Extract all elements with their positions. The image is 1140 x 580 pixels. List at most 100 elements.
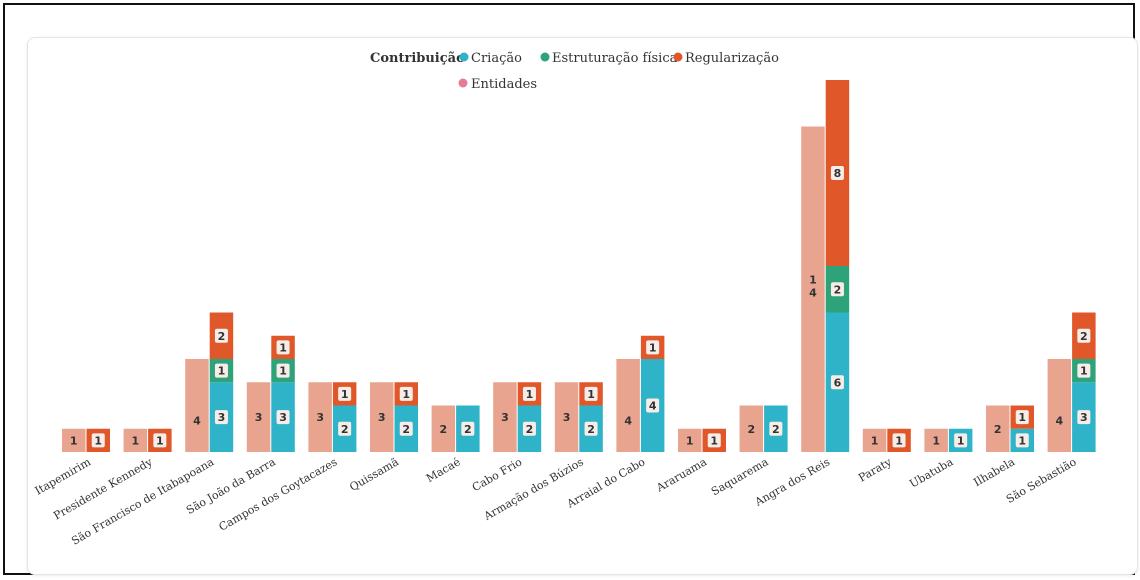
legend-label: Regularização (685, 51, 779, 66)
bar-criacao-label-box (1015, 433, 1029, 448)
category-label: Macaé (424, 455, 463, 485)
bar-criacao-label: 3 (1080, 411, 1088, 424)
bar-regularizacao-label-box (830, 166, 844, 180)
bar-criacao-label-box (769, 421, 783, 436)
bar-criacao-label-box (276, 410, 290, 425)
bar-entidades-label: 4 (193, 415, 201, 428)
bar-entidades (308, 382, 332, 452)
bar-estruturacao-label-box (1077, 363, 1091, 378)
bar-entidades (62, 428, 86, 452)
bar-regularizacao-label: 1 (526, 388, 534, 401)
bar-criacao-label: 3 (218, 411, 226, 424)
category-label: Campos dos Goytacazes (217, 455, 340, 534)
bar-entidades-label: 3 (378, 411, 386, 424)
bar-regularizacao-label: 1 (587, 388, 595, 401)
bar-entidades (370, 382, 394, 452)
bar-criacao-label-box (399, 421, 413, 436)
bar-entidades-label: 4 (1056, 415, 1064, 428)
bar-entidades (431, 405, 456, 452)
bar-entidades (739, 405, 764, 452)
bar-criacao-label: 1 (957, 434, 965, 447)
bar-criacao-label: 2 (341, 423, 349, 436)
bar-entidades (1047, 359, 1072, 452)
bar-regularizacao-label-box (214, 328, 228, 343)
bar-entidades (678, 428, 702, 452)
bar-entidades (924, 428, 948, 452)
bar-estruturacao-label: 1 (279, 365, 287, 378)
chart-card (27, 37, 1138, 575)
bar-entidades-label: 1 (132, 434, 140, 447)
legend-label: Estruturação física (552, 51, 678, 66)
bar-entidades-label: 4 (624, 415, 632, 428)
bar-criacao-label-box (646, 398, 660, 413)
bar-regularizacao-label: 1 (279, 341, 287, 354)
legend-label: Entidades (471, 77, 537, 92)
bar-criacao-label: 1 (1018, 434, 1026, 447)
bar-entidades-label: 3 (316, 411, 324, 424)
category-label: Presidente Kennedy (51, 455, 155, 523)
bar-entidades-label: 1 (686, 434, 694, 447)
bar-entidades-label: 2 (748, 423, 756, 436)
bar-criacao-label-box (1077, 410, 1091, 425)
bar-entidades (246, 382, 271, 452)
bar-criacao-label: 2 (526, 423, 534, 436)
bar-entidades (616, 359, 640, 452)
bar-regularizacao-label: 1 (710, 434, 718, 447)
bar-criacao-label: 6 (834, 376, 842, 389)
bar-entidades-label: 2 (994, 423, 1002, 436)
bar-entidades-label: 3 (255, 411, 263, 424)
bar-regularizacao-label-box (1077, 328, 1091, 343)
bar-criacao-label-box (584, 421, 598, 436)
bar-regularizacao-label-box (1015, 410, 1029, 425)
bar-entidades-label: 2 (440, 423, 448, 436)
bar-regularizacao-label-box (646, 340, 660, 355)
legend-label: Criação (471, 51, 522, 66)
legend-marker (459, 52, 469, 62)
category-label: Cabo Frio (470, 455, 525, 494)
bar-criacao-label: 4 (649, 400, 657, 413)
bar-criacao-label-box (830, 375, 844, 390)
bar-regularizacao-label-box (153, 433, 167, 448)
bar-regularizacao-label-box (276, 340, 290, 355)
category-label: Armação dos Búzios (481, 455, 586, 523)
bar-criacao-label: 2 (587, 423, 595, 436)
category-label: São Sebastião (1004, 455, 1079, 506)
legend-marker (458, 78, 468, 88)
category-label: Quissamã (347, 455, 401, 494)
bar-regularizacao-label: 1 (156, 434, 164, 447)
bar-regularizacao-label: 1 (341, 388, 349, 401)
bar-entidades (493, 382, 517, 452)
bar-regularizacao-label: 2 (218, 330, 226, 343)
bar-regularizacao-label: 1 (94, 434, 102, 447)
bar-criacao-label-box (214, 410, 228, 425)
bar-entidades-label: 1 (871, 434, 879, 447)
bar-entidades-label: 1 (932, 434, 940, 447)
bar-estruturacao-label-box (830, 282, 844, 297)
bar-estruturacao-label: 1 (1080, 365, 1088, 378)
bar-entidades-label: 3 (501, 411, 509, 424)
bar-entidades-label: 4 (809, 286, 817, 299)
bar-regularizacao-label: 1 (895, 434, 903, 447)
bar-entidades (801, 126, 825, 452)
bar-entidades (123, 428, 148, 452)
bar-regularizacao-label: 1 (1018, 411, 1026, 424)
bar-regularizacao-label-box (522, 386, 536, 401)
category-label: Ilhabela (971, 455, 1017, 489)
category-label: Ubatuba (907, 455, 955, 490)
bar-regularizacao-label-box (399, 386, 413, 401)
bar-entidades-label: 1 (809, 273, 817, 286)
bar-estruturacao-label-box (276, 363, 290, 378)
bar-regularizacao-label-box (707, 433, 721, 448)
category-label: Araruama (653, 455, 709, 495)
bar-regularizacao-label-box (892, 433, 906, 448)
bar-entidades (185, 359, 209, 452)
bar-criacao-label: 2 (464, 423, 472, 436)
bar-criacao-label: 2 (772, 423, 780, 436)
bar-entidades-label: 1 (70, 434, 78, 447)
bar-regularizacao-label-box (91, 433, 105, 448)
bar-regularizacao-label: 1 (402, 388, 410, 401)
bar-regularizacao-label-box (584, 386, 598, 401)
legend-marker (673, 52, 683, 62)
bar-regularizacao-label: 1 (649, 341, 657, 354)
